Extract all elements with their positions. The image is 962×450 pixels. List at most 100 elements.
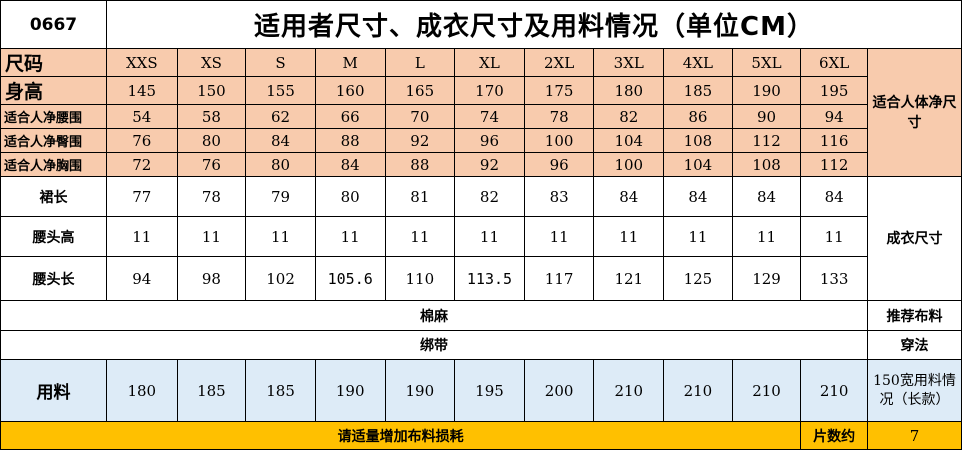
table-cell: 80 xyxy=(314,176,386,217)
body-size-group-label: 适合人体净尺寸 xyxy=(866,48,962,177)
size-header-cell: XL xyxy=(454,48,525,77)
table-cell: 133 xyxy=(800,256,868,301)
size-header-cell: M xyxy=(314,48,386,77)
table-cell: 155 xyxy=(245,76,316,105)
table-cell: 104 xyxy=(663,152,733,177)
table-cell: 175 xyxy=(523,76,595,105)
table-row: 裙长 77 78 79 80 81 82 83 84 84 84 84 成衣尺寸 xyxy=(0,176,962,301)
size-header-cell: 6XL xyxy=(800,48,868,77)
table-cell: 210 xyxy=(593,359,665,422)
table-row: 腰头高 11 11 11 11 11 11 11 11 11 11 11 xyxy=(0,216,962,257)
row-label-waist: 适合人净腰围 xyxy=(0,104,107,129)
row-label-height: 身高 xyxy=(0,76,107,105)
table-cell: 113.5 xyxy=(454,256,525,301)
table-cell: 58 xyxy=(176,104,247,129)
table-cell: 76 xyxy=(105,128,178,153)
table-cell: 66 xyxy=(314,104,386,129)
table-cell: 121 xyxy=(593,256,665,301)
table-cell: 102 xyxy=(245,256,316,301)
table-cell: 185 xyxy=(176,359,247,422)
footer-note: 请适量增加布料损耗 xyxy=(0,421,802,450)
table-cell: 190 xyxy=(384,359,456,422)
table-cell: 11 xyxy=(593,216,665,257)
table-cell: 77 xyxy=(105,176,178,217)
size-header-cell: 2XL xyxy=(523,48,595,77)
pieces-value: 7 xyxy=(866,421,962,450)
table-cell: 180 xyxy=(593,76,665,105)
table-cell: 88 xyxy=(314,128,386,153)
table-cell: 195 xyxy=(454,359,525,422)
table-cell: 84 xyxy=(245,128,316,153)
table-cell: 86 xyxy=(663,104,733,129)
table-cell: 11 xyxy=(454,216,525,257)
table-cell: 76 xyxy=(176,152,247,177)
size-header-cell: 5XL xyxy=(731,48,802,77)
style-code: 0667 xyxy=(0,0,107,49)
table-row: 适合人净腰围 54 58 62 66 70 74 78 82 86 90 94 xyxy=(0,104,962,129)
table-cell: 96 xyxy=(454,128,525,153)
size-header-cell: L xyxy=(384,48,456,77)
table-row: 身高 145 150 155 160 165 170 175 180 185 1… xyxy=(0,76,962,105)
table-cell: 96 xyxy=(523,152,595,177)
table-cell: 200 xyxy=(523,359,595,422)
table-cell: 110 xyxy=(384,256,456,301)
table-cell: 80 xyxy=(176,128,247,153)
table-cell: 150 xyxy=(176,76,247,105)
fabric-label: 推荐布料 xyxy=(866,300,962,331)
table-cell: 84 xyxy=(663,176,733,217)
row-label-hip: 适合人净臀围 xyxy=(0,128,107,153)
size-header-cell: 3XL xyxy=(593,48,665,77)
table-cell: 104 xyxy=(593,128,665,153)
table-cell: 125 xyxy=(663,256,733,301)
table-cell: 78 xyxy=(523,104,595,129)
table-cell: 82 xyxy=(454,176,525,217)
table-cell: 11 xyxy=(176,216,247,257)
table-cell: 195 xyxy=(800,76,868,105)
table-cell: 84 xyxy=(314,152,386,177)
table-cell: 190 xyxy=(314,359,386,422)
table-cell: 105.6 xyxy=(314,256,386,301)
table-cell: 70 xyxy=(384,104,456,129)
table-cell: 84 xyxy=(731,176,802,217)
size-header-row: 尺码 XXS XS S M L XL 2XL 3XL 4XL 5XL 6XL 适… xyxy=(0,48,962,177)
table-cell: 11 xyxy=(663,216,733,257)
usage-row: 用料 180 185 185 190 190 195 200 210 210 2… xyxy=(0,359,962,422)
usage-right-label: 150宽用料情况（长款） xyxy=(866,359,962,422)
table-cell: 100 xyxy=(523,128,595,153)
table-row: 腰头长 94 98 102 105.6 110 113.5 117 121 12… xyxy=(0,256,962,301)
table-cell: 90 xyxy=(731,104,802,129)
row-label-skirt-length: 裙长 xyxy=(0,176,107,217)
table-cell: 92 xyxy=(384,128,456,153)
table-cell: 210 xyxy=(663,359,733,422)
table-cell: 11 xyxy=(731,216,802,257)
table-cell: 11 xyxy=(800,216,868,257)
pieces-label: 片数约 xyxy=(800,421,868,450)
size-header-cell: S xyxy=(245,48,316,77)
table-cell: 100 xyxy=(593,152,665,177)
size-header-cell: 4XL xyxy=(663,48,733,77)
fabric-row: 棉麻 推荐布料 xyxy=(0,300,962,331)
usage-label: 用料 xyxy=(0,359,107,422)
row-label-waistband-length: 腰头长 xyxy=(0,256,107,301)
table-cell: 72 xyxy=(105,152,178,177)
table-cell: 210 xyxy=(800,359,868,422)
table-cell: 112 xyxy=(731,128,802,153)
table-row: 适合人净臀围 76 80 84 88 92 96 100 104 108 112… xyxy=(0,128,962,153)
table-cell: 117 xyxy=(523,256,595,301)
table-cell: 165 xyxy=(384,76,456,105)
table-cell: 84 xyxy=(593,176,665,217)
wearing-label: 穿法 xyxy=(866,330,962,360)
table-cell: 98 xyxy=(176,256,247,301)
table-cell: 108 xyxy=(731,152,802,177)
table-cell: 145 xyxy=(105,76,178,105)
table-cell: 185 xyxy=(245,359,316,422)
table-cell: 92 xyxy=(454,152,525,177)
table-cell: 11 xyxy=(384,216,456,257)
table-cell: 210 xyxy=(731,359,802,422)
wearing-value: 绑带 xyxy=(0,330,868,360)
table-cell: 11 xyxy=(105,216,178,257)
table-cell: 11 xyxy=(245,216,316,257)
table-cell: 82 xyxy=(593,104,665,129)
table-row: 适合人净胸围 72 76 80 84 88 92 96 100 104 108 … xyxy=(0,152,962,177)
